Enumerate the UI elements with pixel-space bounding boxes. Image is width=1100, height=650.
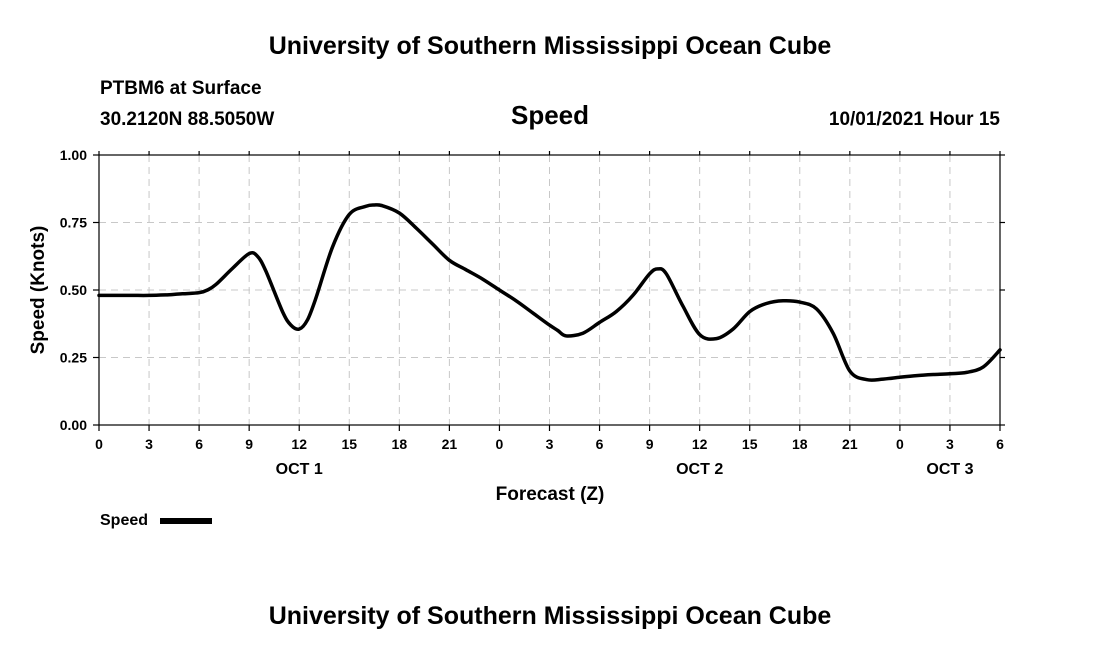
x-tick-label: 15	[742, 436, 758, 452]
footer-title: University of Southern Mississippi Ocean…	[269, 602, 832, 630]
legend-label-speed: Speed	[100, 512, 148, 529]
series-line-speed	[97, 203, 1002, 382]
header-title: University of Southern Mississippi Ocean…	[269, 32, 832, 60]
series-layer	[97, 203, 1002, 382]
x-tick-label: 6	[596, 436, 604, 452]
y-tick-label: 1.00	[60, 147, 87, 163]
x-tick-label: 18	[792, 436, 808, 452]
x-tick-labels: 0 3 6 9 12 15 18 21 0 3 6 9 12 15 18 21 0 3 6	[95, 436, 1004, 452]
grid	[99, 155, 1000, 425]
x-tick-label: 9	[646, 436, 654, 452]
station-label: PTBM6 at Surface	[100, 78, 262, 99]
y-tick-label: 0.00	[60, 417, 87, 433]
date-label: OCT 3	[926, 461, 973, 478]
y-axis-label: Speed (Knots)	[28, 226, 49, 355]
x-axis-label: Forecast (Z)	[496, 484, 605, 505]
x-tick-label: 21	[842, 436, 858, 452]
legend: Speed	[100, 512, 212, 529]
chart-title: Speed	[511, 100, 589, 130]
y-tick-label: 0.25	[60, 350, 87, 366]
x-tick-label: 3	[145, 436, 153, 452]
y-tick-labels: 0.00 0.25 0.50 0.75 1.00	[60, 147, 87, 433]
y-tick-label: 0.50	[60, 282, 87, 298]
x-tick-label: 0	[496, 436, 504, 452]
coordinates-label: 30.2120N 88.5050W	[100, 109, 274, 130]
y-tick-label: 0.75	[60, 215, 87, 231]
date-label: OCT 2	[676, 461, 723, 478]
x-tick-label: 6	[996, 436, 1004, 452]
date-labels: OCT 1 OCT 2 OCT 3	[276, 461, 974, 478]
date-label: OCT 1	[276, 461, 323, 478]
axis-ticks	[93, 151, 1005, 431]
x-tick-label: 12	[692, 436, 708, 452]
timestamp-label: 10/01/2021 Hour 15	[829, 109, 1001, 130]
x-tick-label: 3	[546, 436, 554, 452]
x-tick-label: 0	[95, 436, 103, 452]
x-tick-label: 0	[896, 436, 904, 452]
x-tick-label: 18	[392, 436, 408, 452]
x-tick-label: 3	[946, 436, 954, 452]
x-tick-label: 21	[442, 436, 458, 452]
x-tick-label: 12	[291, 436, 307, 452]
x-tick-label: 15	[341, 436, 357, 452]
x-tick-label: 6	[195, 436, 203, 452]
x-tick-label: 9	[245, 436, 253, 452]
plot-frame	[98, 154, 1001, 426]
